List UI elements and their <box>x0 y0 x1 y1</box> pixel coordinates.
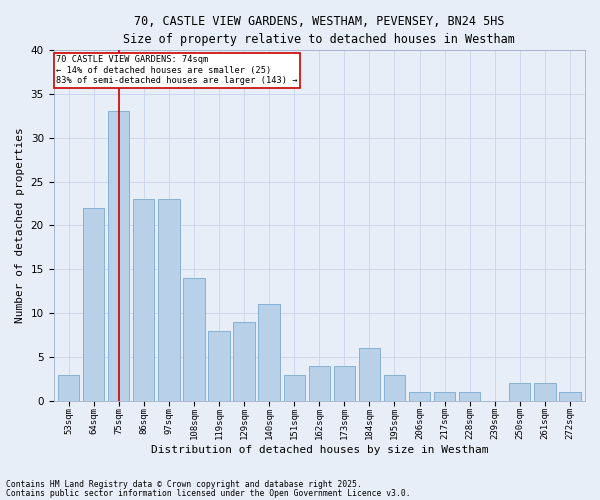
Bar <box>534 384 556 401</box>
Bar <box>334 366 355 401</box>
Bar <box>58 374 79 401</box>
Bar <box>434 392 455 401</box>
Bar <box>308 366 330 401</box>
Bar <box>384 374 405 401</box>
Bar <box>233 322 255 401</box>
Bar <box>359 348 380 401</box>
Bar <box>509 384 530 401</box>
Bar <box>108 112 130 401</box>
Text: Contains HM Land Registry data © Crown copyright and database right 2025.: Contains HM Land Registry data © Crown c… <box>6 480 362 489</box>
Title: 70, CASTLE VIEW GARDENS, WESTHAM, PEVENSEY, BN24 5HS
Size of property relative t: 70, CASTLE VIEW GARDENS, WESTHAM, PEVENS… <box>124 15 515 46</box>
X-axis label: Distribution of detached houses by size in Westham: Distribution of detached houses by size … <box>151 445 488 455</box>
Bar <box>409 392 430 401</box>
Text: Contains public sector information licensed under the Open Government Licence v3: Contains public sector information licen… <box>6 488 410 498</box>
Bar <box>559 392 581 401</box>
Y-axis label: Number of detached properties: Number of detached properties <box>15 128 25 324</box>
Bar <box>459 392 481 401</box>
Bar <box>83 208 104 401</box>
Bar <box>158 199 179 401</box>
Bar <box>259 304 280 401</box>
Bar <box>133 199 154 401</box>
Bar <box>183 278 205 401</box>
Bar <box>284 374 305 401</box>
Bar <box>208 330 230 401</box>
Text: 70 CASTLE VIEW GARDENS: 74sqm
← 14% of detached houses are smaller (25)
83% of s: 70 CASTLE VIEW GARDENS: 74sqm ← 14% of d… <box>56 55 298 85</box>
